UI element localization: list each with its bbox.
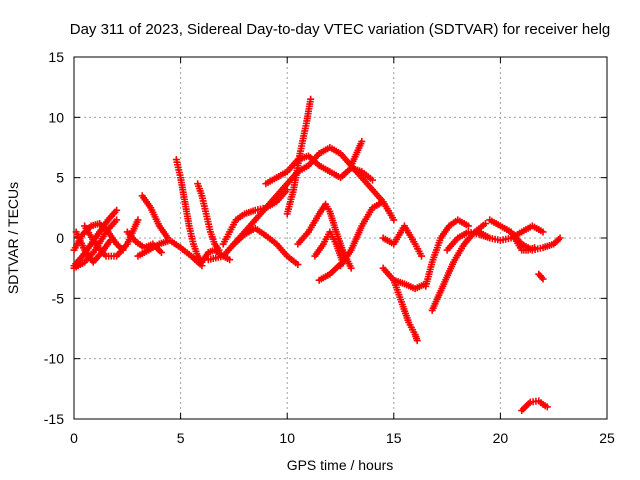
series-arc-m (283, 95, 315, 218)
series-arc-ae (123, 228, 165, 256)
x-tick-label: 25 (599, 430, 615, 446)
y-tick-label: 10 (48, 109, 64, 125)
y-tick-label: 15 (48, 49, 64, 65)
x-tick-label: 15 (386, 430, 402, 446)
data-point (481, 220, 489, 228)
y-tick-label: 0 (56, 230, 64, 246)
series-arc-y (475, 222, 547, 244)
series-arc-s (379, 222, 426, 260)
series-arc-z (486, 216, 564, 254)
data-point (418, 252, 426, 260)
chart-title: Day 311 of 2023, Sidereal Day-to-day VTE… (70, 21, 611, 38)
y-tick-label: 5 (56, 170, 64, 186)
series-arc-ad (138, 192, 172, 242)
x-tick-label: 5 (177, 430, 185, 446)
series-arc-h (194, 180, 223, 254)
data-point (106, 236, 114, 244)
data-point (315, 276, 323, 284)
data-point (307, 95, 315, 103)
series-arc-k (204, 137, 366, 264)
data-point (358, 137, 366, 145)
series-arc-d (81, 216, 142, 260)
series-arc-v (422, 216, 472, 290)
x-tick-label: 0 (70, 430, 78, 446)
data-point (539, 275, 547, 283)
y-axis-label: SDTVAR / TECUs (5, 182, 21, 294)
data-point (226, 256, 234, 264)
data-point (539, 228, 547, 236)
y-tick-label: -10 (44, 351, 64, 367)
data-point (390, 216, 398, 224)
data-point (556, 234, 564, 242)
data-point (113, 206, 121, 214)
series-arc-o (294, 200, 355, 272)
series-arc-q (337, 198, 387, 270)
series-arc-r (347, 162, 398, 224)
y-tick-label: -5 (52, 290, 65, 306)
data-point (368, 176, 376, 184)
data-point (164, 234, 172, 242)
series-arc-aa (507, 228, 539, 254)
series-arc-g (172, 156, 206, 266)
data-point (294, 261, 302, 269)
x-tick-label: 20 (493, 430, 509, 446)
data-point (157, 248, 165, 256)
series-arc-ab (518, 397, 551, 415)
series-arc-u (390, 276, 430, 293)
data-point (543, 403, 551, 411)
series-arc-l (262, 152, 376, 188)
data-point (464, 222, 472, 230)
y-tick-label: -15 (44, 411, 64, 427)
series-arc-ac (535, 270, 547, 283)
x-axis-label: GPS time / hours (287, 457, 394, 473)
series-arc-n (230, 224, 302, 269)
x-tick-label: 10 (279, 430, 295, 446)
data-point (347, 264, 355, 272)
data-point (113, 216, 121, 224)
data-point (134, 216, 142, 224)
data-point (531, 244, 539, 252)
series-arc-t (379, 264, 421, 345)
data-point (413, 337, 421, 345)
series-arc-p (311, 228, 347, 284)
series-arc-e (70, 216, 121, 272)
